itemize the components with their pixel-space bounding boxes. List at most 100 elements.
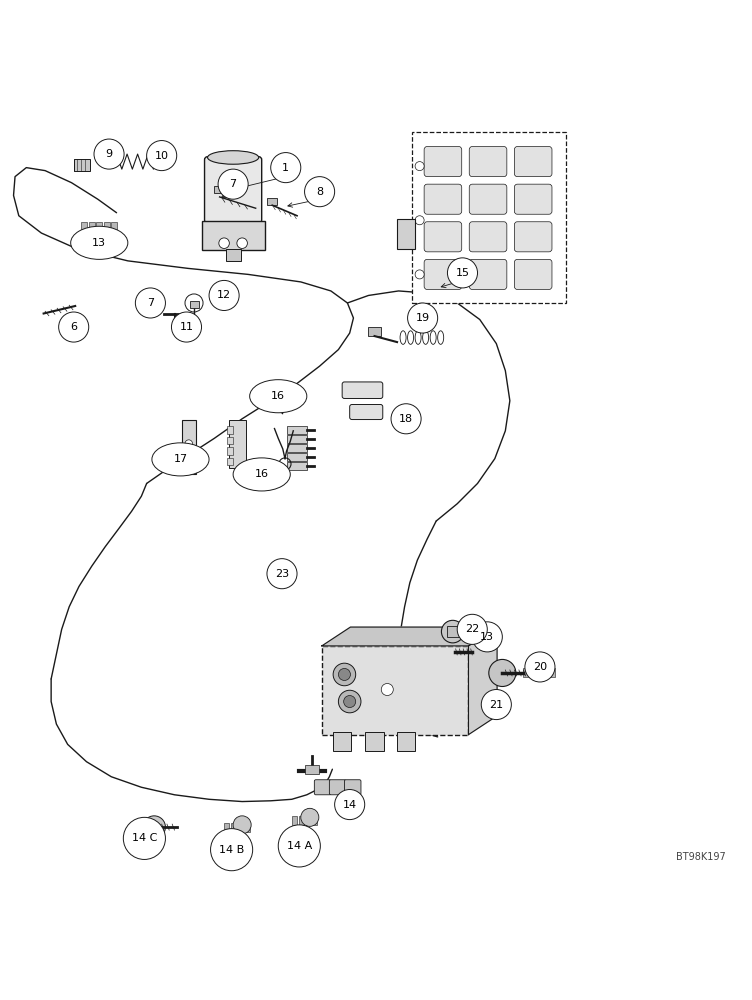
- Bar: [227, 458, 233, 465]
- Circle shape: [59, 312, 89, 342]
- Bar: [231, 823, 236, 832]
- Text: 23: 23: [275, 569, 289, 579]
- Bar: [244, 823, 250, 832]
- Circle shape: [185, 294, 203, 312]
- FancyBboxPatch shape: [344, 780, 361, 795]
- Ellipse shape: [71, 226, 128, 259]
- FancyBboxPatch shape: [287, 426, 307, 434]
- Bar: [365, 732, 384, 751]
- Circle shape: [481, 690, 511, 720]
- Circle shape: [123, 817, 165, 859]
- Circle shape: [344, 696, 356, 708]
- Bar: [529, 668, 535, 677]
- Text: 16: 16: [255, 469, 268, 479]
- Ellipse shape: [250, 380, 307, 413]
- Circle shape: [135, 288, 165, 318]
- Text: 21: 21: [490, 700, 503, 710]
- Ellipse shape: [208, 151, 259, 164]
- Bar: [543, 668, 548, 677]
- FancyBboxPatch shape: [424, 259, 462, 289]
- Circle shape: [441, 620, 464, 643]
- FancyBboxPatch shape: [350, 404, 383, 420]
- FancyBboxPatch shape: [469, 147, 507, 177]
- Circle shape: [472, 622, 502, 652]
- FancyBboxPatch shape: [469, 184, 507, 214]
- Text: 12: 12: [217, 290, 231, 300]
- FancyBboxPatch shape: [412, 132, 566, 303]
- Circle shape: [219, 238, 229, 248]
- Ellipse shape: [233, 458, 290, 491]
- Text: 14 B: 14 B: [219, 845, 244, 855]
- Bar: [96, 222, 102, 232]
- Text: 17: 17: [174, 454, 187, 464]
- Circle shape: [218, 169, 248, 199]
- Bar: [312, 816, 317, 825]
- FancyBboxPatch shape: [514, 259, 552, 289]
- Circle shape: [391, 404, 421, 434]
- Text: 14: 14: [343, 800, 356, 810]
- Text: 8: 8: [316, 187, 323, 197]
- Bar: [227, 447, 233, 455]
- Bar: [305, 765, 319, 774]
- Ellipse shape: [152, 443, 209, 476]
- Bar: [322, 646, 468, 735]
- Bar: [536, 668, 541, 677]
- Bar: [523, 668, 528, 677]
- FancyBboxPatch shape: [397, 219, 415, 249]
- Text: 13: 13: [92, 238, 106, 248]
- Circle shape: [408, 303, 438, 333]
- Circle shape: [457, 614, 487, 644]
- Bar: [299, 816, 304, 825]
- Bar: [74, 159, 90, 171]
- Circle shape: [415, 162, 424, 171]
- Bar: [227, 426, 233, 434]
- Circle shape: [333, 663, 356, 686]
- Circle shape: [267, 559, 297, 589]
- Circle shape: [185, 440, 193, 447]
- Text: 9: 9: [105, 149, 113, 159]
- Circle shape: [233, 816, 251, 834]
- Bar: [397, 732, 415, 751]
- Bar: [305, 816, 311, 825]
- Circle shape: [278, 825, 320, 867]
- Bar: [333, 732, 351, 751]
- FancyBboxPatch shape: [424, 147, 462, 177]
- Circle shape: [211, 829, 253, 871]
- Text: 11: 11: [180, 322, 193, 332]
- Circle shape: [209, 280, 239, 310]
- Circle shape: [141, 305, 152, 316]
- FancyBboxPatch shape: [287, 462, 307, 470]
- Text: 10: 10: [155, 151, 168, 161]
- Text: 22: 22: [465, 624, 479, 634]
- Circle shape: [159, 156, 169, 167]
- Text: 20: 20: [533, 662, 547, 672]
- Bar: [226, 249, 241, 261]
- Bar: [229, 420, 246, 468]
- Circle shape: [147, 141, 177, 171]
- Circle shape: [301, 808, 319, 826]
- Text: 1: 1: [282, 163, 290, 173]
- Circle shape: [94, 139, 124, 169]
- Bar: [267, 198, 277, 205]
- FancyBboxPatch shape: [469, 222, 507, 252]
- FancyBboxPatch shape: [314, 780, 331, 795]
- Bar: [238, 823, 243, 832]
- FancyBboxPatch shape: [424, 184, 462, 214]
- Bar: [104, 222, 110, 232]
- Circle shape: [335, 790, 365, 820]
- Text: 7: 7: [229, 179, 237, 189]
- FancyBboxPatch shape: [514, 184, 552, 214]
- FancyBboxPatch shape: [424, 222, 462, 252]
- Circle shape: [305, 177, 335, 207]
- Bar: [292, 816, 297, 825]
- FancyBboxPatch shape: [342, 382, 383, 398]
- Text: 13: 13: [481, 632, 494, 642]
- Text: 14 A: 14 A: [287, 841, 312, 851]
- FancyBboxPatch shape: [202, 221, 265, 250]
- Text: BT98K197: BT98K197: [676, 852, 726, 862]
- Circle shape: [447, 258, 478, 288]
- Circle shape: [338, 690, 361, 713]
- Bar: [214, 186, 225, 193]
- FancyBboxPatch shape: [287, 453, 307, 461]
- Text: 18: 18: [399, 414, 413, 424]
